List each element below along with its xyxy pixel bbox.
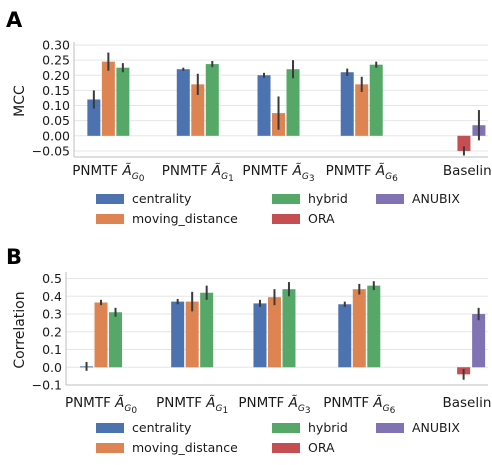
bar-centrality-1 <box>171 301 185 368</box>
bar-centrality-1 <box>176 69 190 136</box>
chart-a: −0.050.000.050.100.150.200.250.30 MCC PNMT… <box>12 38 492 185</box>
bar-centrality-2 <box>257 75 271 136</box>
legend-label-moving_distance: moving_distance <box>132 211 238 226</box>
x-tick-label: PNMTF ÃG0 <box>72 162 144 184</box>
bar-moving_distance-1 <box>185 301 199 368</box>
y-tick-label: 0.1 <box>42 342 62 357</box>
bar-moving_distance-0 <box>94 302 108 368</box>
bar-hybrid-1 <box>205 64 219 136</box>
y-tick-label: 0.10 <box>42 98 70 113</box>
y-tick-label: 0.05 <box>42 113 70 128</box>
legend-swatch-moving_distance <box>96 214 124 224</box>
y-tick-label: 0.5 <box>42 271 62 286</box>
y-tick-label: 0.25 <box>42 53 70 68</box>
bar-hybrid-3 <box>367 285 381 368</box>
y-tick-label: −0.1 <box>32 378 62 393</box>
bar-moving_distance-0 <box>101 61 115 136</box>
legend-swatch-moving_distance <box>96 443 124 453</box>
bar-centrality-0 <box>87 99 101 136</box>
y-tick-label: 0.0 <box>42 360 62 375</box>
bar-centrality-2 <box>253 303 267 368</box>
panel-letter-a: A <box>6 8 23 32</box>
y-tick-label: −0.05 <box>32 143 70 158</box>
panel-letter-b: B <box>6 245 22 269</box>
legend-label-centrality: centrality <box>132 191 192 206</box>
bar-hybrid-1 <box>200 292 214 368</box>
bar-hybrid-3 <box>369 64 383 136</box>
y-axis-label: Correlation <box>12 291 28 368</box>
bar-moving_distance-2 <box>267 297 281 368</box>
x-tick-label: Baseline <box>442 395 492 411</box>
bar-hybrid-0 <box>109 312 123 368</box>
bar-hybrid-2 <box>282 289 296 368</box>
y-axis-label: MCC <box>12 85 28 117</box>
bar-hybrid-2 <box>286 69 300 136</box>
bar-hybrid-0 <box>116 67 130 136</box>
bar-centrality-3 <box>340 72 354 136</box>
legend-label-ORA: ORA <box>308 211 335 226</box>
legend-label-centrality: centrality <box>132 420 192 435</box>
legend-swatch-ORA <box>272 214 300 224</box>
x-tick-label: PNMTF ÃG3 <box>238 394 310 416</box>
y-tick-label: 0.3 <box>42 307 62 322</box>
chart-b: −0.1 0.0 0.1 0.2 0.3 0.4 0.5 Correlation PNMTF A… <box>12 271 492 416</box>
y-tick-label: 0.15 <box>42 83 70 98</box>
x-tick-label: PNMTF ÃG1 <box>156 394 228 416</box>
bar-ORA-4 <box>457 135 471 151</box>
x-tick-label: PNMTF ÃG6 <box>326 162 398 184</box>
y-tick-label: 0.00 <box>42 128 70 143</box>
bar-centrality-3 <box>338 304 352 368</box>
x-tick-label: PNMTF ÃG6 <box>323 394 395 416</box>
y-tick-label: 0.4 <box>42 289 62 304</box>
legend-label-hybrid: hybrid <box>308 420 348 435</box>
legend-swatch-ANUBIX <box>376 423 404 433</box>
bar-moving_distance-1 <box>191 84 205 136</box>
legend-label-moving_distance: moving_distance <box>132 440 238 455</box>
x-tick-label: PNMTF ÃG3 <box>242 162 314 184</box>
legend-a: centrality moving_distance hybrid ORA ANUBIX <box>96 191 460 226</box>
legend-label-ANUBIX: ANUBIX <box>412 191 460 206</box>
legend-swatch-ORA <box>272 443 300 453</box>
legend-swatch-centrality <box>96 194 124 204</box>
bar-moving_distance-3 <box>355 84 369 136</box>
legend-swatch-centrality <box>96 423 124 433</box>
x-tick-label: PNMTF ÃG0 <box>65 394 137 416</box>
legend-swatch-hybrid <box>272 423 300 433</box>
bar-ANUBIX-4 <box>472 314 486 368</box>
legend-swatch-ANUBIX <box>376 194 404 204</box>
y-tick-label: 0.2 <box>42 324 62 339</box>
legend-swatch-hybrid <box>272 194 300 204</box>
y-tick-label: 0.20 <box>42 68 70 83</box>
legend-label-ORA: ORA <box>308 440 335 455</box>
bar-moving_distance-3 <box>352 289 366 368</box>
legend-label-hybrid: hybrid <box>308 191 348 206</box>
x-tick-label: Baseline <box>443 163 492 179</box>
legend-b: centrality moving_distance hybrid ORA ANUBIX <box>96 420 460 455</box>
x-tick-label: PNMTF ÃG1 <box>162 162 234 184</box>
y-tick-label: 0.30 <box>42 38 70 53</box>
legend-label-ANUBIX: ANUBIX <box>412 420 460 435</box>
